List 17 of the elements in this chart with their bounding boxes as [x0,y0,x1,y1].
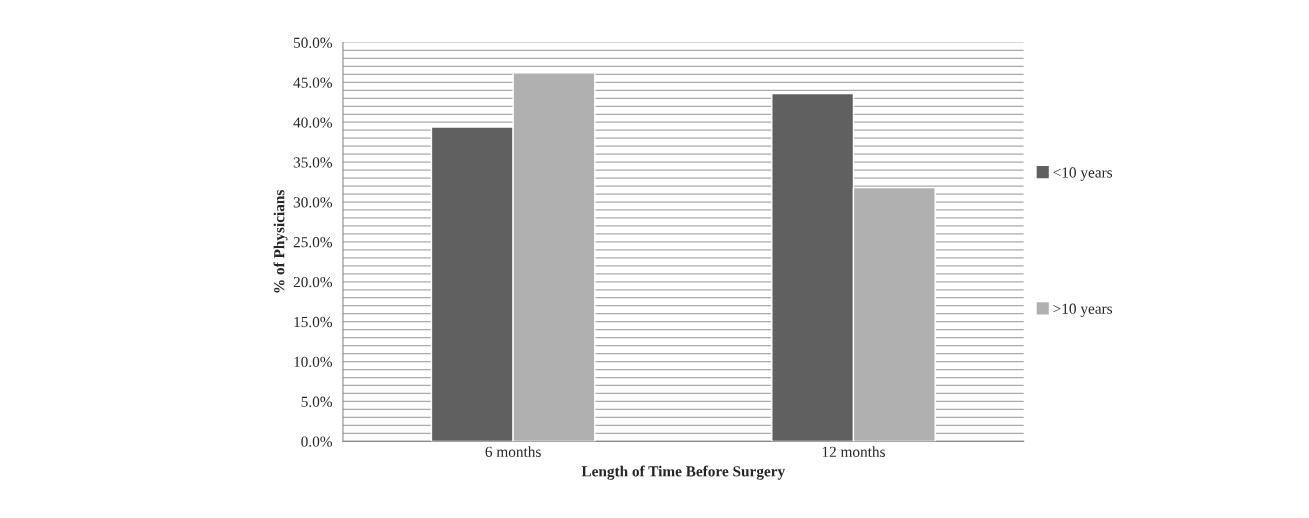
y-tick-label: 35.0% [293,157,333,168]
y-tick-label: 25.0% [293,237,333,248]
y-tick-label: 45.0% [293,77,333,88]
legend-label: <10 years [1053,167,1113,181]
y-tick-label: 0.0% [301,436,333,447]
y-tick-label: 20.0% [293,276,333,288]
x-axis-title: Length of Time Before Surgery [581,465,785,480]
x-tick-label: 12 months [822,446,885,457]
y-tick-label: 10.0% [294,356,333,368]
y-axis-title: % of Physicians [273,190,288,293]
x-tick-label: 6 months [485,446,541,457]
y-tick-label: 40.0% [293,117,333,128]
y-tick-label: 30.0% [293,197,333,208]
y-tick-label: 50.0% [293,37,333,48]
legend-label: >10 years [1053,303,1113,318]
y-tick-label: 5.0% [301,396,333,407]
y-tick-label: 15.0% [294,316,333,328]
